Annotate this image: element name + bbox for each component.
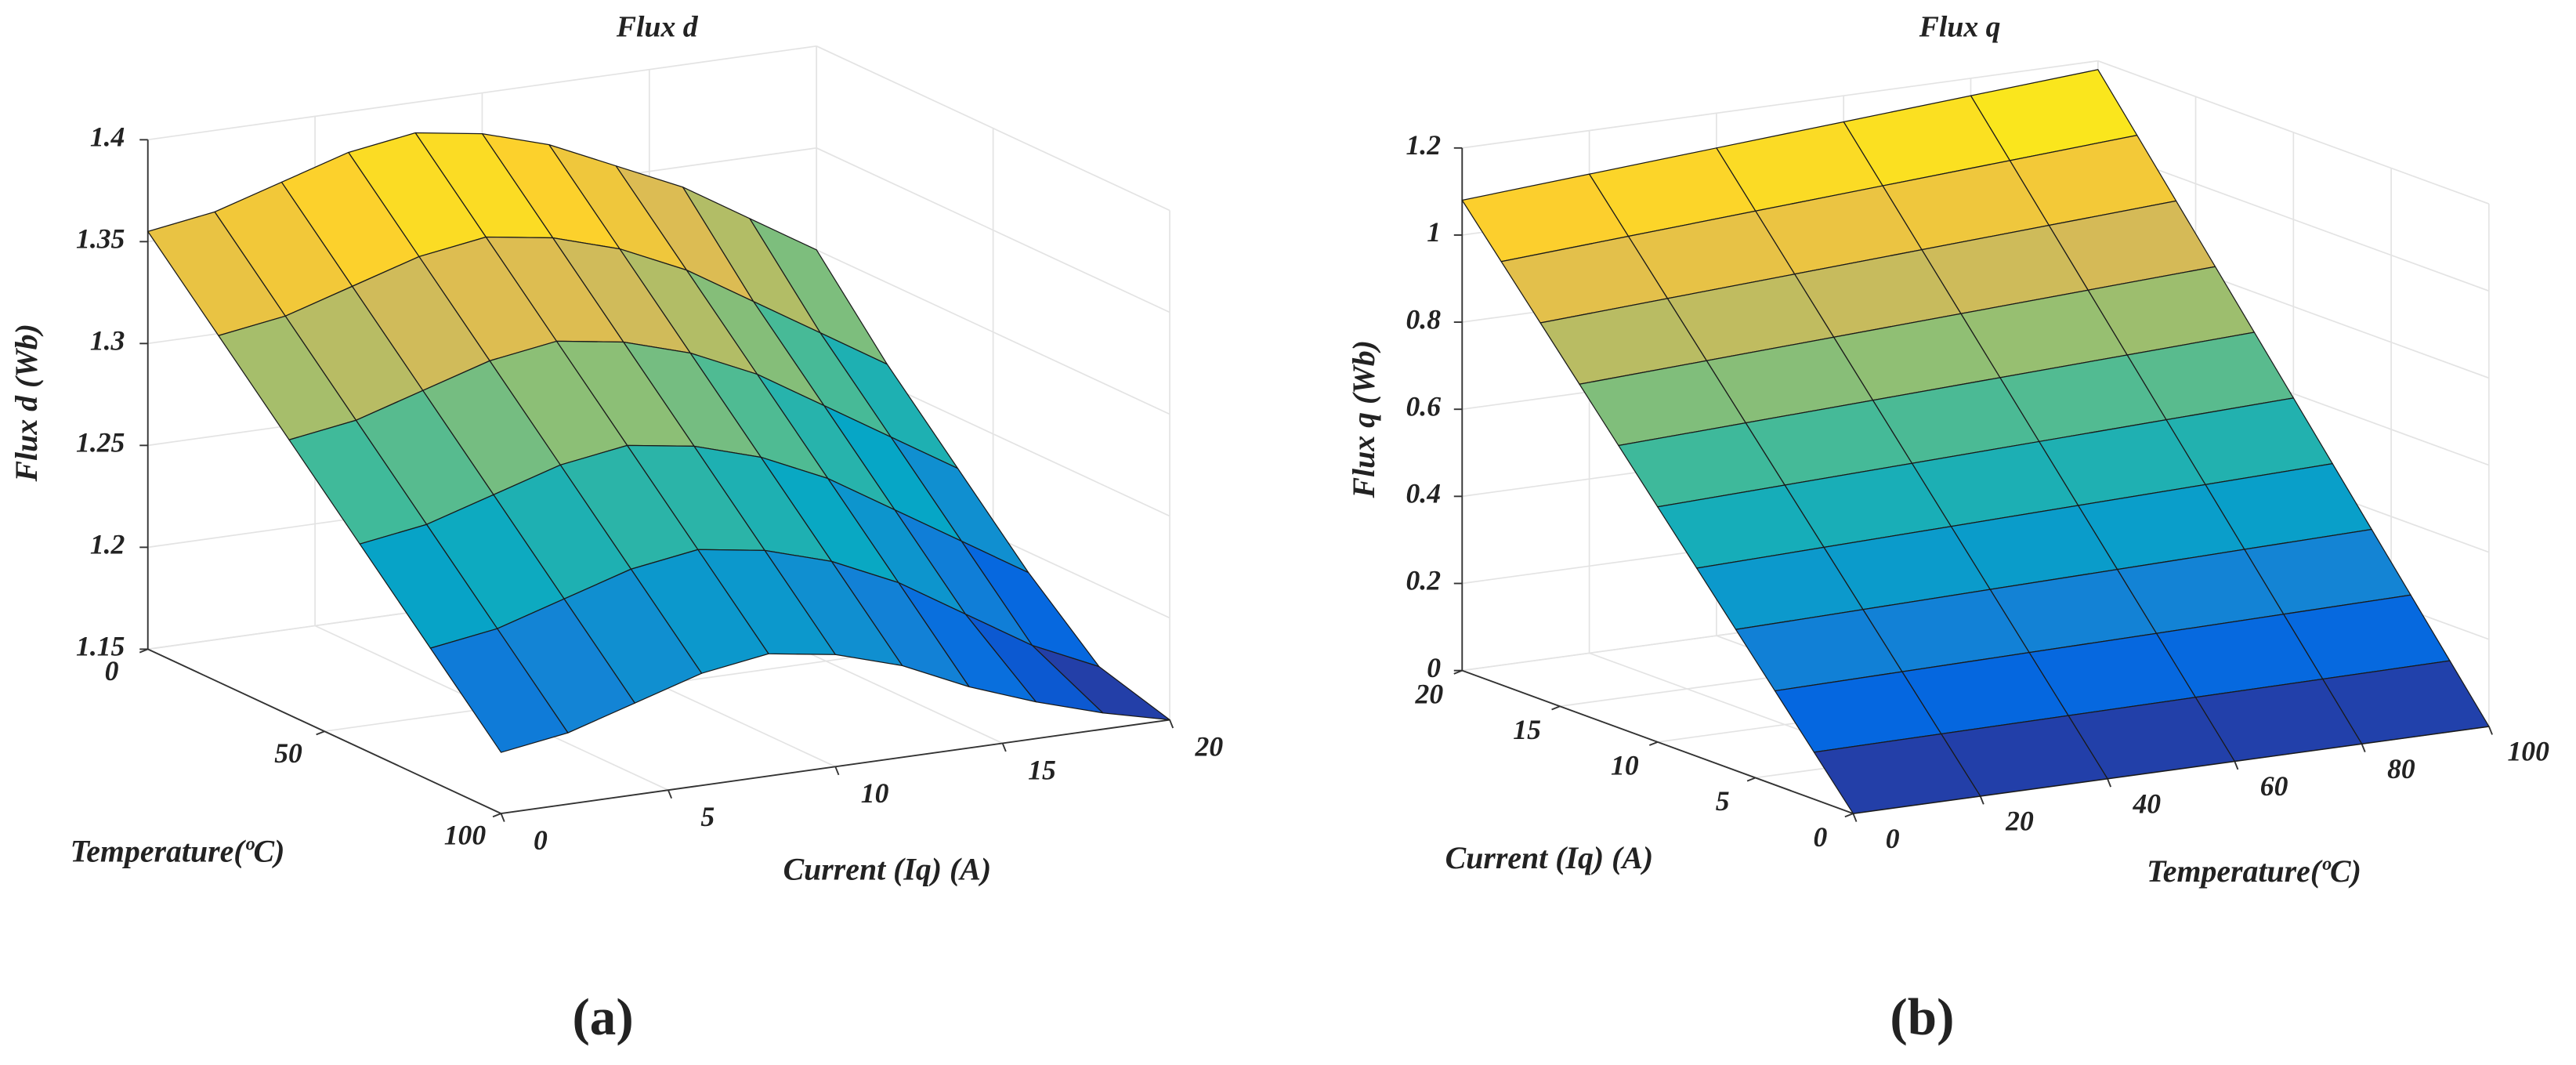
y-axis-label: Current (Iq) (A) <box>1445 840 1654 875</box>
y-tick <box>492 813 501 818</box>
x-tick <box>2487 726 2493 735</box>
z-tick-label: 1.4 <box>90 121 125 153</box>
x-tick-label: 10 <box>861 777 889 809</box>
z-tick-label: 1 <box>1427 216 1441 248</box>
x-tick <box>1169 719 1174 729</box>
z-tick-label: 0.6 <box>1406 390 1441 422</box>
z-tick-label: 1.2 <box>1406 129 1441 161</box>
grid-line <box>2097 60 2490 205</box>
y-tick-label: 50 <box>274 737 302 769</box>
y-tick <box>1551 705 1561 711</box>
x-tick <box>834 766 840 776</box>
y-tick-label: 10 <box>1611 750 1639 781</box>
x-axis <box>501 719 1170 815</box>
panel-label: (a) <box>572 987 633 1046</box>
x-tick <box>500 813 505 822</box>
x-tick <box>668 789 672 799</box>
y-tick-label: 5 <box>1716 785 1730 817</box>
grid-line <box>2097 147 2490 292</box>
x-tick-label: 60 <box>2260 770 2288 802</box>
y-tick-label: 15 <box>1513 714 1541 745</box>
x-tick <box>1852 813 1858 822</box>
x-tick-label: 20 <box>2005 806 2034 837</box>
x-tick <box>1001 743 1007 752</box>
panel-label: (b) <box>1890 987 1954 1046</box>
z-tick-label: 1.25 <box>76 427 125 458</box>
x-tick-label: 40 <box>2132 788 2161 819</box>
x-tick <box>2107 778 2112 788</box>
y-tick-label: 100 <box>444 820 487 851</box>
z-tick-label: 0.4 <box>1406 478 1441 509</box>
y-tick <box>1844 813 1854 818</box>
chart-title: Flux d <box>616 10 699 43</box>
grid-line <box>1462 60 2098 149</box>
chart-title: Flux q <box>1919 10 2001 43</box>
z-tick-label: 1.15 <box>76 631 125 662</box>
x-tick <box>1979 795 1984 805</box>
x-tick <box>2234 761 2239 770</box>
x-tick <box>2361 743 2366 753</box>
x-tick-label: 15 <box>1028 754 1056 785</box>
y-tick <box>1648 741 1659 746</box>
grid-line <box>816 249 1170 415</box>
x-tick-label: 0 <box>534 824 548 856</box>
x-axis-label: Temperature(ºC) <box>2147 853 2361 889</box>
y-tick <box>1746 777 1756 782</box>
surface-patch <box>1813 733 1981 814</box>
grid-line <box>816 45 1170 212</box>
z-axis-label: Flux d (Wb) <box>9 324 44 482</box>
grid-line <box>147 45 817 141</box>
y-tick-label: 20 <box>1415 678 1444 709</box>
y-tick-label: 0 <box>1814 821 1828 853</box>
x-tick-label: 80 <box>2387 753 2415 784</box>
grid-line <box>816 147 1170 313</box>
z-tick-label: 0 <box>1427 652 1441 683</box>
y-tick <box>316 730 325 736</box>
x-axis-label: Current (Iq) (A) <box>783 852 992 887</box>
z-tick-label: 1.35 <box>76 223 125 255</box>
z-tick-label: 1.3 <box>90 325 125 357</box>
x-tick-label: 5 <box>700 801 715 832</box>
z-tick-label: 0.2 <box>1406 565 1441 596</box>
x-tick-label: 20 <box>1195 730 1224 762</box>
x-tick-label: 100 <box>2507 736 2549 767</box>
z-tick-label: 1.2 <box>90 529 125 560</box>
x-tick-label: 0 <box>1886 823 1900 854</box>
y-tick-label: 0 <box>105 655 119 686</box>
z-axis-label: Flux q (Wb) <box>1346 340 1381 498</box>
y-axis-label: Temperature(ºC) <box>71 834 285 869</box>
z-tick-label: 0.8 <box>1406 303 1441 335</box>
surface-patch <box>429 628 569 753</box>
